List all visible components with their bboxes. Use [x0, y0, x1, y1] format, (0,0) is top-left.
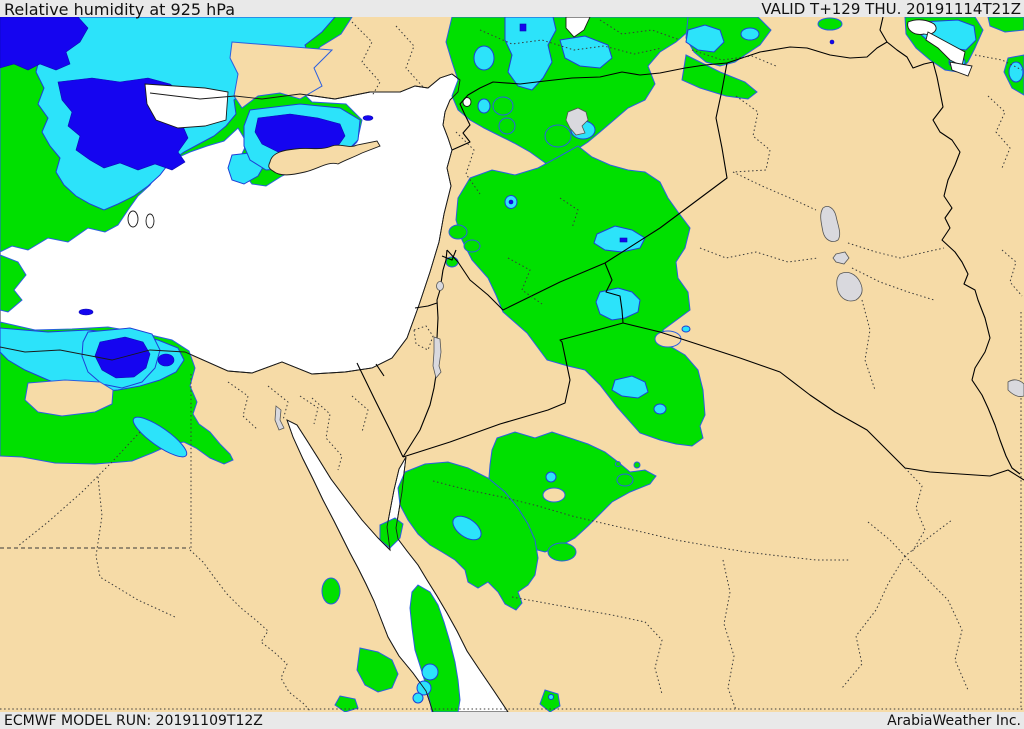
admin-boundaries [0, 19, 1024, 712]
country-borders [356, 17, 1024, 481]
cyprus-island [268, 140, 381, 176]
shatt-marsh [1007, 379, 1024, 397]
lake-ataturk [565, 107, 589, 136]
header-bar: Relative humidity at 925 hPa VALID T+129… [0, 0, 1024, 19]
dead-sea [432, 336, 442, 379]
bitter-lakes [274, 405, 285, 431]
sea-of-galilee [436, 281, 444, 291]
coastlines [0, 73, 509, 712]
lake-habbaniyah [832, 251, 850, 265]
dry-land-windows [24, 41, 682, 503]
map-title: Relative humidity at 925 hPa [4, 0, 236, 19]
model-run-label: ECMWF MODEL RUN: 20191109T12Z [4, 713, 263, 729]
lakes [274, 107, 1024, 431]
branding-label: ArabiaWeather Inc. [887, 713, 1021, 729]
lake-razzaza [836, 272, 863, 302]
footer-bar: ECMWF MODEL RUN: 20191109T12Z ArabiaWeat… [0, 712, 1024, 729]
valid-time-label: VALID T+129 THU. 20191114T21Z [761, 0, 1021, 18]
lake-tharthar [820, 206, 841, 242]
